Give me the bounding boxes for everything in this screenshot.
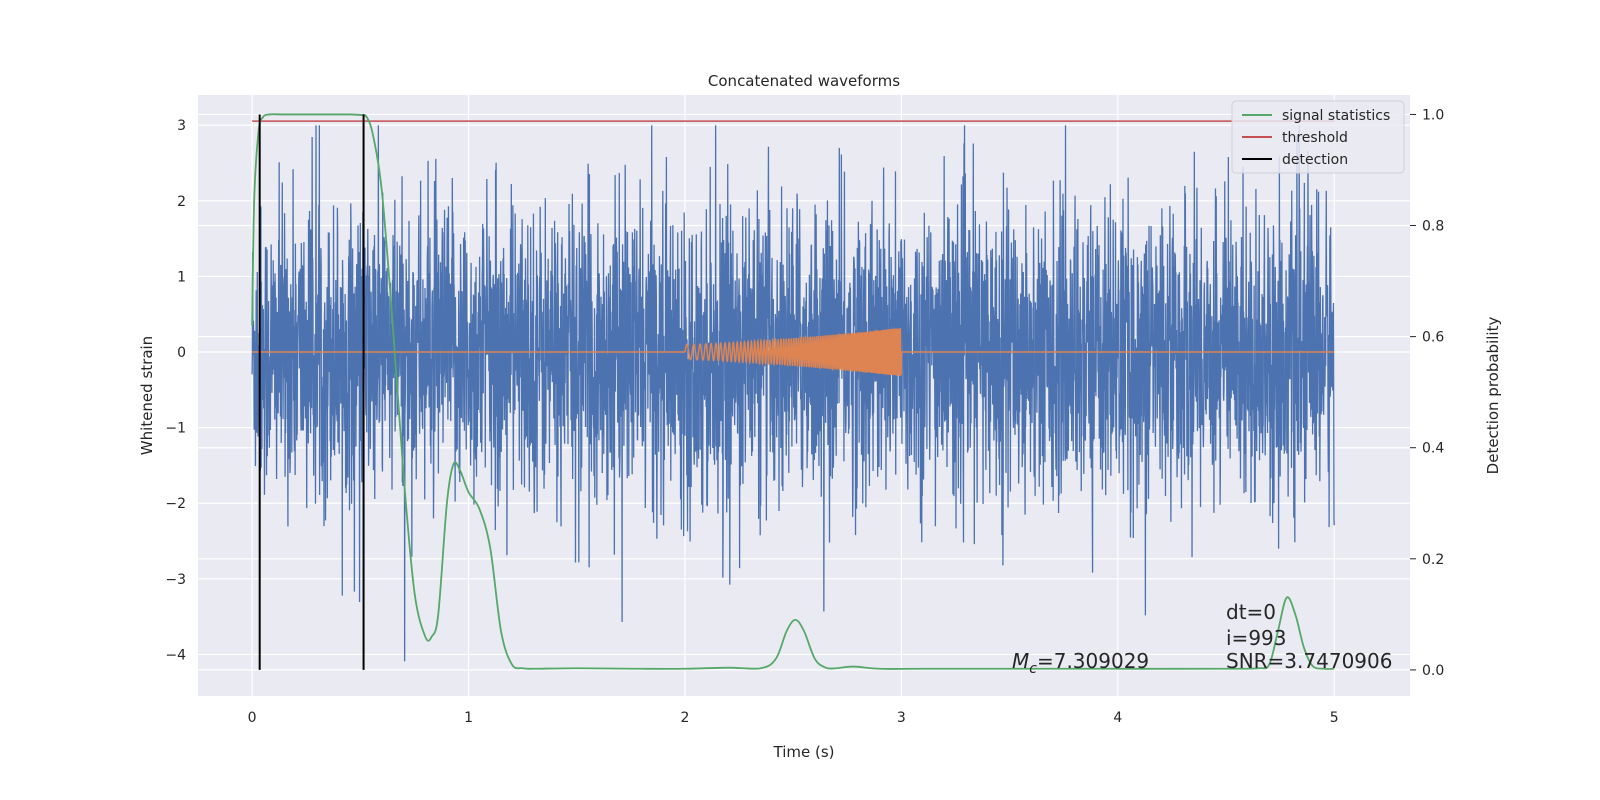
strain-line [251, 125, 1335, 662]
chirp-mass-value: =7.309029 [1037, 649, 1149, 673]
chirp-mass-symbol: M [1012, 649, 1029, 673]
annotations: Mc=7.309029 dt=0 i=993 SNR=3.7470906 [1012, 600, 1392, 677]
dt-annotation: dt=0 [1226, 600, 1276, 624]
y2-tick-label: 0.4 [1422, 441, 1444, 457]
y-tick-label: −4 [165, 647, 186, 663]
y-tick-label: −2 [165, 496, 186, 512]
y2-tick-label: 0.6 [1422, 330, 1444, 346]
snr-annotation: SNR=3.7470906 [1226, 649, 1392, 673]
axis-ticks: 0 1 2 3 4 5 3 2 1 0 −1 −2 −3 −4 1.0 0.8 0.6 0.4 0.2 0.0 [165, 107, 1444, 726]
legend: signal statistics threshold detection [1231, 100, 1405, 174]
legend-entry-detection: detection [1282, 152, 1348, 168]
y2-axis-label: Detection probability [1484, 317, 1502, 475]
x-tick-label: 2 [681, 710, 690, 726]
chirp-mass-annotation: Mc=7.309029 [1012, 649, 1149, 677]
y-tick-label: 2 [177, 194, 186, 210]
index-annotation: i=993 [1226, 626, 1287, 650]
y2-tick-label: 1.0 [1422, 107, 1444, 123]
data-layer [251, 113, 1335, 670]
chart-title: Concatenated waveforms [708, 72, 900, 90]
legend-entry-signal-statistics: signal statistics [1282, 108, 1390, 124]
y-tick-label: −1 [165, 421, 186, 437]
legend-box [1231, 100, 1405, 174]
x-tick-label: 5 [1330, 710, 1339, 726]
y2-tick-label: 0.2 [1422, 552, 1444, 568]
y-tick-label: 0 [177, 345, 186, 361]
x-tick-label: 3 [897, 710, 906, 726]
x-axis-label: Time (s) [773, 743, 835, 761]
y-tick-label: 3 [177, 118, 186, 134]
y-tick-label: −3 [165, 572, 186, 588]
y-axis-label: Whitened strain [138, 336, 156, 455]
y2-tick-label: 0.8 [1422, 219, 1444, 235]
legend-entry-threshold: threshold [1282, 130, 1348, 146]
x-tick-label: 1 [464, 710, 473, 726]
x-tick-label: 0 [248, 710, 257, 726]
y-tick-label: 1 [177, 269, 186, 285]
chirp-mass-subscript: c [1029, 661, 1037, 677]
y2-tick-label: 0.0 [1422, 663, 1444, 679]
x-tick-label: 4 [1113, 710, 1122, 726]
signal-statistics-line [251, 113, 1335, 670]
template-line [252, 326, 1335, 376]
